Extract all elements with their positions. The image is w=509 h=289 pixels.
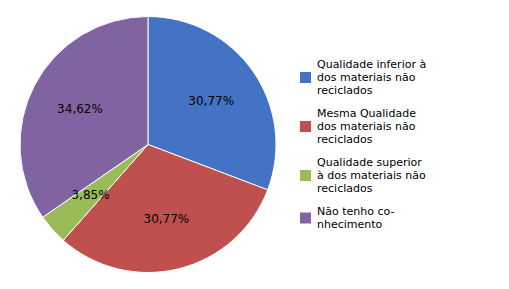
legend-label-line: Mesma Qualidade: [317, 107, 416, 120]
legend-label: Não tenho co-nhecimento: [317, 205, 394, 231]
legend-label: Mesma Qualidadedos materiais nãoreciclad…: [317, 107, 416, 146]
legend-swatch: [300, 213, 311, 224]
legend-label: Qualidade inferior àdos materiais nãorec…: [317, 58, 426, 97]
data-label: 30,77%: [144, 212, 190, 226]
legend: Qualidade inferior àdos materiais nãorec…: [300, 58, 426, 231]
pie-slice: [20, 17, 148, 218]
legend-label-line: reciclados: [317, 182, 373, 195]
legend-label-line: Qualidade superior: [317, 156, 422, 169]
legend-swatch: [300, 121, 311, 132]
data-label: 34,62%: [57, 102, 103, 116]
data-label: 3,85%: [71, 188, 109, 202]
legend-label-line: à dos materiais não: [317, 169, 426, 182]
legend-label-line: dos materiais não: [317, 71, 416, 84]
legend-item: Qualidade inferior àdos materiais nãorec…: [300, 58, 426, 97]
legend-label-line: Qualidade inferior à: [317, 58, 426, 71]
legend-item: Mesma Qualidadedos materiais nãoreciclad…: [300, 107, 416, 146]
legend-label-line: reciclados: [317, 84, 373, 97]
data-label: 30,77%: [188, 94, 234, 108]
legend-swatch: [300, 170, 311, 181]
legend-label-line: Não tenho co-: [317, 205, 394, 218]
data-labels: 30,77% 30,77% 3,85% 34,62%: [57, 94, 234, 226]
pie: [20, 17, 276, 273]
legend-label: Qualidade superiorà dos materiais nãorec…: [317, 156, 426, 195]
legend-label-line: nhecimento: [317, 218, 383, 231]
legend-label-line: dos materiais não: [317, 120, 416, 133]
legend-swatch: [300, 72, 311, 83]
legend-item: Não tenho co-nhecimento: [300, 205, 394, 231]
chart: 30,77% 30,77% 3,85% 34,62% Qualidade inferio…: [0, 0, 509, 289]
legend-item: Qualidade superiorà dos materiais nãorec…: [300, 156, 426, 195]
legend-label-line: reciclados: [317, 133, 373, 146]
